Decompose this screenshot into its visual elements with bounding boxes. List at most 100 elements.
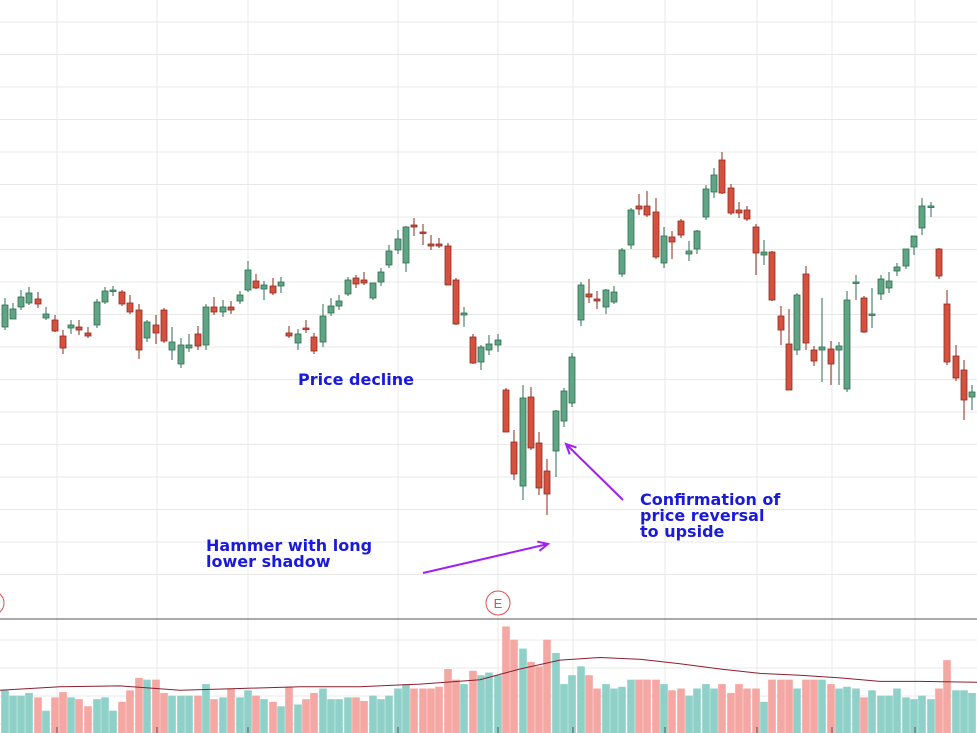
candle-body bbox=[42, 313, 50, 319]
candle bbox=[210, 297, 218, 315]
candle-body bbox=[968, 391, 976, 398]
candle-body bbox=[310, 336, 318, 352]
candle-body bbox=[143, 321, 151, 339]
candle-body bbox=[460, 312, 468, 316]
candle bbox=[893, 263, 901, 276]
candle bbox=[168, 327, 176, 360]
volume-bar bbox=[777, 679, 785, 733]
candle-body bbox=[219, 306, 227, 313]
candle bbox=[59, 330, 67, 354]
candle-body bbox=[943, 303, 951, 363]
candle bbox=[1, 298, 9, 330]
candle bbox=[369, 282, 377, 300]
annotation-price-decline: Price decline bbox=[298, 370, 415, 389]
volume-bar bbox=[968, 692, 976, 733]
volume-bar bbox=[177, 695, 185, 733]
candle-body bbox=[643, 205, 651, 216]
volume-bar bbox=[885, 695, 893, 733]
volume-bar bbox=[17, 695, 25, 733]
candle-body bbox=[502, 389, 510, 433]
candle-body bbox=[727, 187, 735, 214]
candle-body bbox=[494, 339, 502, 346]
candle-body bbox=[743, 209, 751, 220]
volume-bar bbox=[394, 688, 402, 733]
candle bbox=[452, 278, 460, 325]
volume-bar bbox=[560, 684, 568, 733]
volume-bar bbox=[735, 684, 743, 733]
candle bbox=[860, 296, 868, 333]
candle-body bbox=[9, 308, 17, 320]
candle-body bbox=[877, 278, 885, 295]
candle-body bbox=[168, 341, 176, 351]
volume-bar bbox=[502, 626, 510, 733]
candle bbox=[236, 291, 244, 304]
candle bbox=[67, 320, 75, 334]
candle-body bbox=[910, 235, 918, 248]
volume-bar bbox=[34, 697, 42, 733]
candle bbox=[160, 308, 168, 343]
candle-body bbox=[610, 291, 618, 303]
candle-body bbox=[627, 209, 635, 246]
volume-bar bbox=[101, 697, 109, 733]
candle-body bbox=[702, 188, 710, 218]
volume-bar bbox=[827, 684, 835, 733]
candle bbox=[593, 291, 601, 309]
volume-bar bbox=[868, 690, 876, 733]
volume-bar bbox=[893, 688, 901, 733]
volume-bar bbox=[743, 688, 751, 733]
candle bbox=[17, 290, 25, 310]
candle-body bbox=[202, 306, 210, 346]
candle bbox=[918, 198, 926, 235]
candle-body bbox=[277, 281, 285, 287]
volume-bar bbox=[943, 660, 951, 733]
candle-body bbox=[177, 344, 185, 365]
candle-body bbox=[768, 251, 776, 301]
volume-bar bbox=[402, 684, 410, 733]
candle bbox=[177, 338, 185, 368]
volume-bar bbox=[9, 695, 17, 733]
candle bbox=[118, 290, 126, 306]
candle-body bbox=[377, 271, 385, 283]
candle bbox=[227, 301, 235, 314]
volume-bar bbox=[519, 648, 527, 733]
volume-bar bbox=[277, 706, 285, 733]
volume-bar bbox=[227, 688, 235, 733]
candle-body bbox=[710, 174, 718, 193]
candle bbox=[718, 152, 726, 194]
candle bbox=[902, 248, 910, 269]
volume-bar bbox=[1, 690, 9, 733]
volume-bar bbox=[75, 699, 83, 733]
candle bbox=[51, 315, 59, 332]
candle-body bbox=[385, 250, 393, 266]
candle bbox=[135, 304, 143, 359]
candle-body bbox=[185, 344, 193, 349]
candle bbox=[75, 320, 83, 335]
volume-bar bbox=[118, 701, 126, 733]
volume-bar bbox=[385, 695, 393, 733]
volume-bar bbox=[168, 695, 176, 733]
candle-body bbox=[893, 266, 901, 272]
candle bbox=[419, 224, 427, 245]
candle-body bbox=[885, 280, 893, 289]
volume-bar bbox=[618, 686, 626, 733]
volume-bar bbox=[410, 688, 418, 733]
volume-bar bbox=[302, 699, 310, 733]
candle bbox=[927, 202, 935, 217]
candle-body bbox=[67, 324, 75, 329]
volume-bar bbox=[752, 688, 760, 733]
candle bbox=[143, 320, 151, 342]
volume-bar bbox=[652, 679, 660, 733]
candle-body bbox=[952, 355, 960, 379]
candle bbox=[335, 295, 343, 310]
volume-bar bbox=[269, 701, 277, 733]
candle bbox=[935, 248, 943, 279]
volume-bar bbox=[294, 704, 302, 733]
candle bbox=[727, 184, 735, 215]
candle bbox=[202, 304, 210, 350]
candle bbox=[652, 198, 660, 259]
candle bbox=[394, 230, 402, 254]
candle bbox=[302, 320, 310, 333]
volume-bar bbox=[377, 699, 385, 733]
